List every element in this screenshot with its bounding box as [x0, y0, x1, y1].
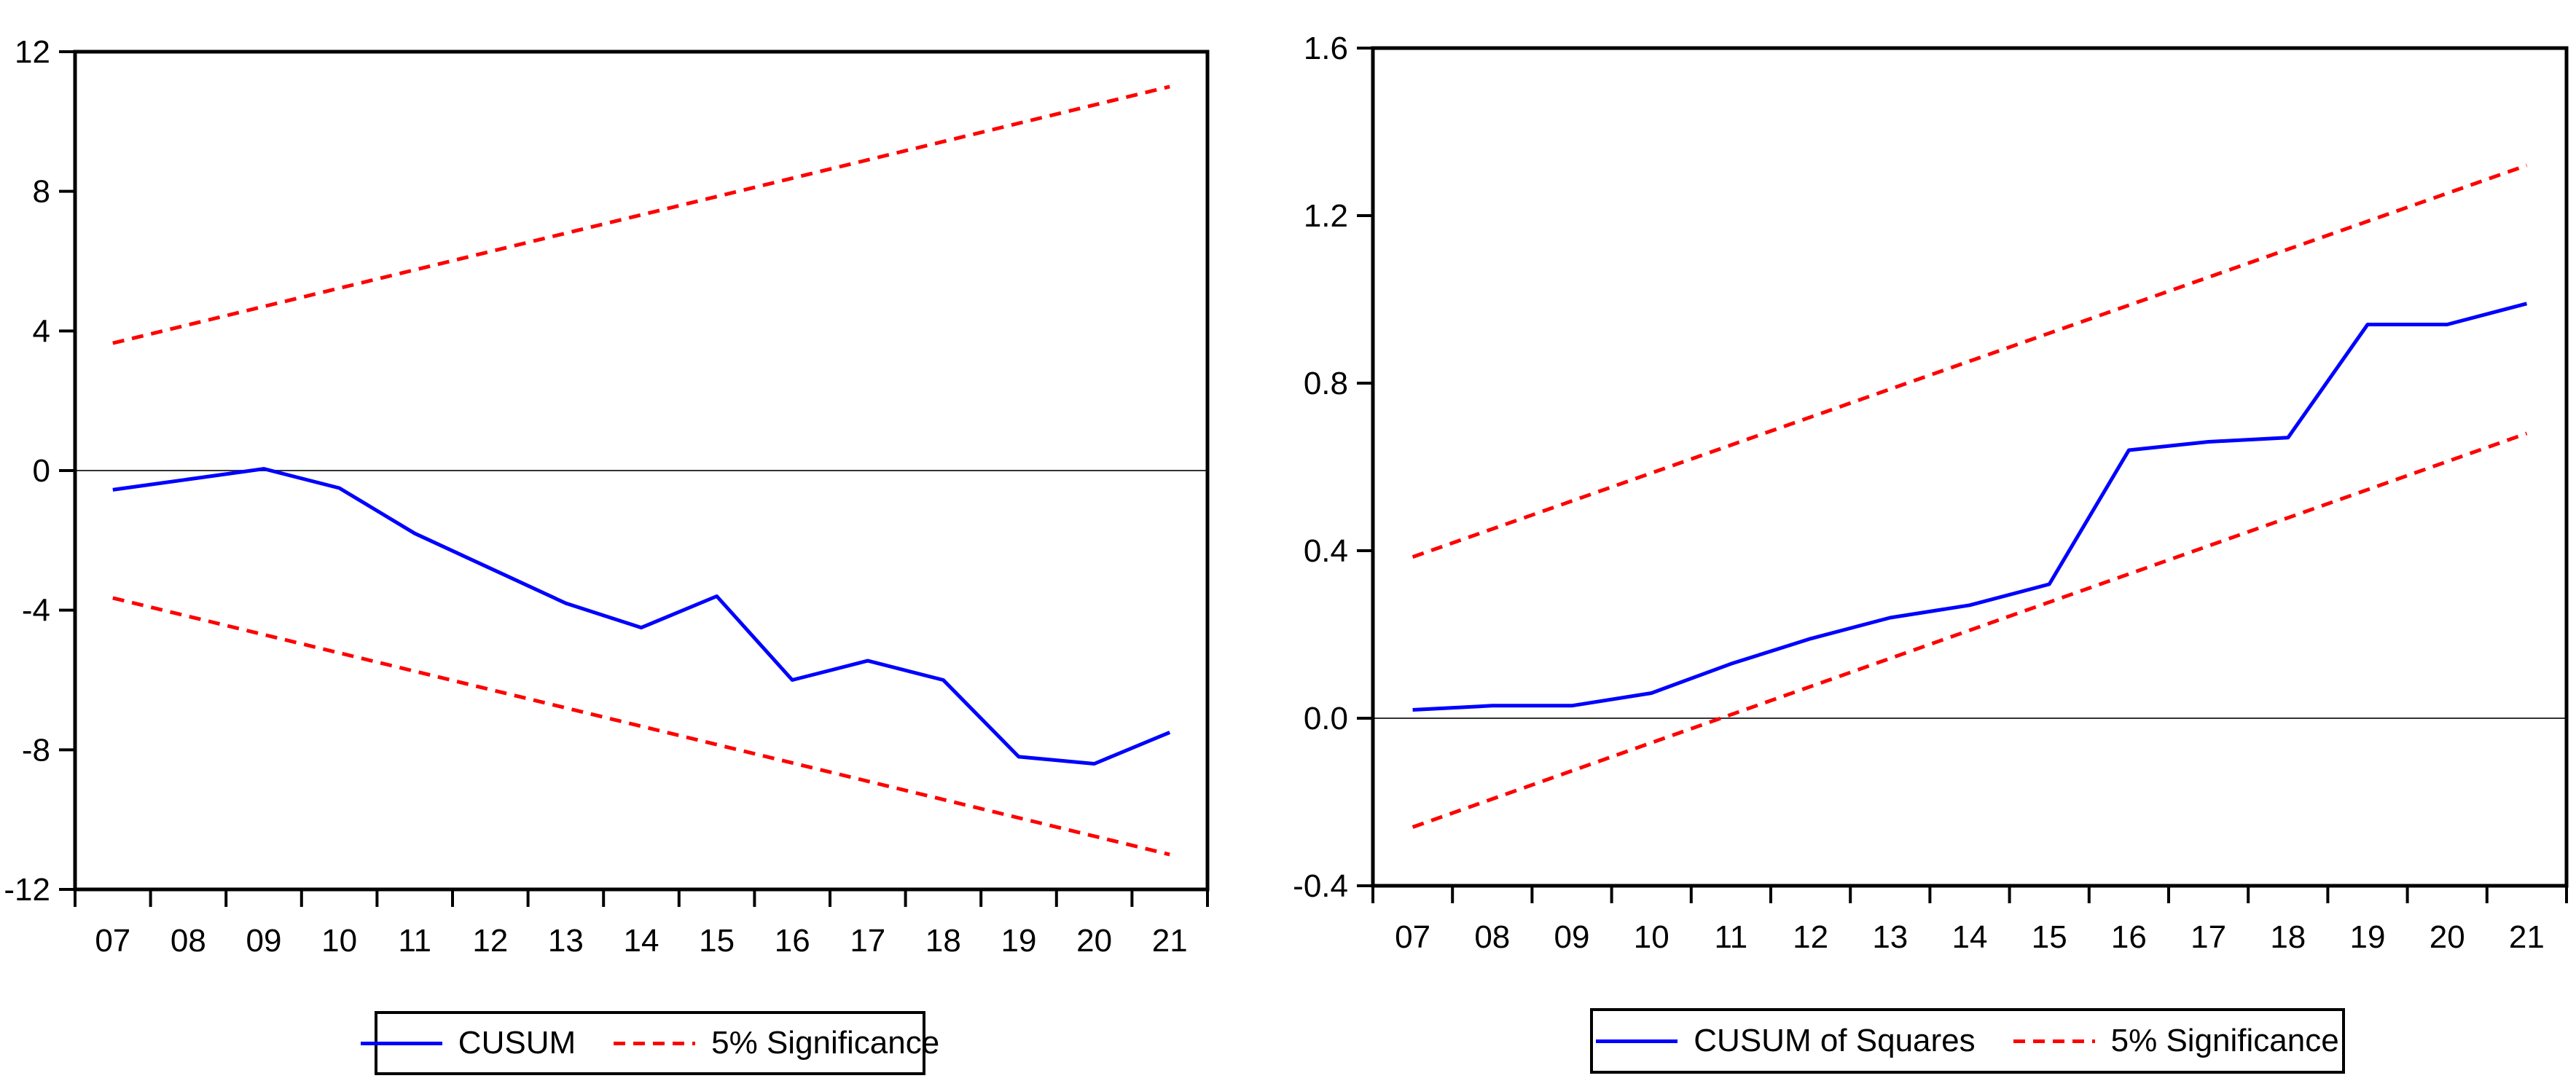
x-axis-label: 12 [472, 923, 508, 959]
cusum-legend-label: CUSUM [458, 1025, 576, 1061]
x-axis-label: 13 [548, 923, 584, 959]
y-axis-label: 4 [33, 313, 50, 349]
cusum-legend: CUSUM 5% Significance [360, 1011, 939, 1075]
x-axis-label: 15 [699, 923, 735, 959]
x-axis-label: 18 [925, 923, 961, 959]
y-axis-label: 0.0 [1304, 701, 1348, 736]
x-axis-label: 20 [1076, 923, 1112, 959]
x-axis-label: 11 [398, 923, 431, 959]
cusum-chart: 07 08 09 10 11 12 13 14 15 16 17 18 19 20 21 12 8 4 0 -4 -8 -… [4, 34, 1210, 959]
series-5-significance-upper-bound-line [1412, 163, 2528, 559]
x-axis-label: 08 [171, 923, 206, 959]
x-axis-label: 16 [775, 923, 810, 959]
x-axis-label: 07 [95, 923, 130, 959]
x-axis-label: 10 [1634, 919, 1669, 955]
cusum-squares-legend-label: CUSUM of Squares [1694, 1023, 1976, 1058]
x-axis-label: 10 [321, 923, 357, 959]
x-axis-label: 15 [2032, 919, 2067, 955]
x-axis-label: 19 [1001, 923, 1037, 959]
significance-legend-label-right: 5% Significance [2110, 1023, 2339, 1058]
cusum-line-sample [360, 1041, 442, 1045]
x-axis-label: 14 [1952, 919, 1988, 955]
x-axis-label: 09 [246, 923, 282, 959]
y-axis-label: 0.8 [1304, 366, 1348, 401]
x-axis-label: 17 [850, 923, 885, 959]
x-axis-label: 19 [2350, 919, 2386, 955]
significance-line-sample [614, 1041, 696, 1045]
series-cusum-line [112, 467, 1171, 766]
cusum-squares-chart: 07 08 09 10 11 12 13 14 15 16 17 18 19 20 21 1.6 1.2 0.8 0… [1293, 31, 2569, 955]
x-axis-label: 13 [1872, 919, 1908, 955]
x-axis-label: 11 [1715, 919, 1748, 955]
x-axis-label: 20 [2430, 919, 2465, 955]
significance-legend-label: 5% Significance [711, 1025, 940, 1061]
x-axis-label: 18 [2270, 919, 2306, 955]
series-cusum-of-squares-line [1412, 302, 2528, 712]
y-axis-label: -8 [22, 732, 50, 768]
y-axis-label: 8 [33, 174, 50, 210]
series-5-significance-upper-bound-line [112, 84, 1170, 345]
x-axis-label: 17 [2191, 919, 2226, 955]
y-axis-label: 0 [33, 453, 50, 489]
y-axis-label: -0.4 [1293, 868, 1348, 904]
y-axis-label: 1.2 [1304, 198, 1348, 234]
y-axis-label: -12 [4, 872, 50, 908]
plot-frame [1371, 46, 2569, 888]
x-axis-label: 21 [1152, 923, 1188, 959]
x-axis-label: 08 [1474, 919, 1510, 955]
x-axis-label: 12 [1793, 919, 1828, 955]
cusum-squares-legend: CUSUM of Squares 5% Significance [1590, 1008, 2345, 1074]
y-axis-label: 0.4 [1304, 533, 1348, 569]
series-5-significance-lower-bound-line [112, 596, 1170, 857]
y-axis-label: 1.6 [1304, 31, 1348, 66]
x-axis-label: 21 [2509, 919, 2545, 955]
x-axis-label: 16 [2111, 919, 2147, 955]
y-axis-label: 12 [15, 34, 50, 70]
y-axis-label: -4 [22, 593, 50, 629]
x-axis-label: 14 [624, 923, 659, 959]
x-axis-label: 07 [1395, 919, 1430, 955]
x-axis-label: 09 [1554, 919, 1590, 955]
series-5-significance-lower-bound-line [1412, 431, 2528, 829]
significance-line-sample-right [2013, 1039, 2095, 1043]
cusum-squares-line-sample [1596, 1039, 1678, 1043]
